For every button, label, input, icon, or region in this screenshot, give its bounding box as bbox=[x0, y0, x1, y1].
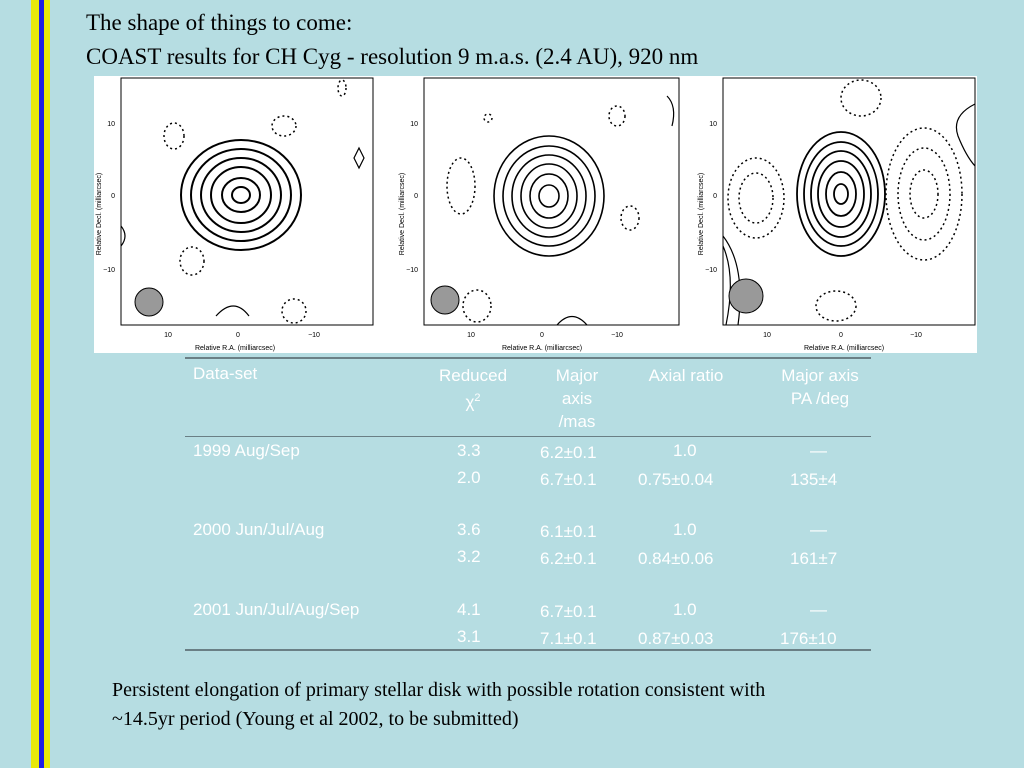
svg-text:0: 0 bbox=[839, 332, 843, 339]
table-cell-pa: — bbox=[810, 441, 827, 460]
svg-text:10: 10 bbox=[410, 121, 418, 128]
xlabel: Relative R.A. (milliarcsec) bbox=[502, 345, 582, 352]
table-header-rule bbox=[185, 436, 871, 437]
svg-text:10: 10 bbox=[164, 332, 172, 339]
note-line-1: Persistent elongation of primary stellar… bbox=[112, 679, 766, 701]
svg-text:10: 10 bbox=[709, 121, 717, 128]
svg-text:−10: −10 bbox=[308, 332, 320, 339]
table-cell-axial: 0.87±0.03 bbox=[638, 629, 714, 648]
svg-text:10: 10 bbox=[763, 332, 771, 339]
svg-text:0: 0 bbox=[713, 193, 717, 200]
svg-text:−10: −10 bbox=[910, 332, 922, 339]
table-cell-axial: 1.0 bbox=[673, 441, 697, 460]
table-cell-chi2: 2.0 bbox=[457, 468, 481, 487]
svg-text:0: 0 bbox=[236, 332, 240, 339]
table-cell-major: 6.1±0.1 bbox=[540, 522, 597, 541]
table-cell-major: 6.2±0.1 bbox=[540, 443, 597, 462]
accent-stripe-yellow-left bbox=[31, 0, 39, 768]
svg-text:−10: −10 bbox=[406, 267, 418, 274]
accent-stripe-yellow-right bbox=[44, 0, 50, 768]
table-cell-chi2: 3.6 bbox=[457, 520, 481, 539]
xlabel: Relative R.A. (milliarcsec) bbox=[804, 345, 884, 352]
contour-map-2000: Relative Decl. (milliarcsec) Relative R.… bbox=[399, 77, 680, 352]
note-line-2: ~14.5yr period (Young et al 2002, to be … bbox=[112, 708, 519, 730]
table-cell-major: 7.1±0.1 bbox=[540, 629, 597, 648]
ylabel: Relative Decl. (milliarcsec) bbox=[698, 173, 705, 255]
ylabel: Relative Decl. (milliarcsec) bbox=[399, 173, 406, 255]
contour-maps: Relative Decl. (milliarcsec) Relative R.… bbox=[94, 76, 977, 353]
table-cell-major: 6.2±0.1 bbox=[540, 549, 597, 568]
table-cell-axial: 0.75±0.04 bbox=[638, 470, 714, 489]
svg-text:−10: −10 bbox=[705, 267, 717, 274]
dataset-2000: 2000 Jun/Jul/Aug bbox=[193, 520, 325, 539]
table-cell-major: 6.7±0.1 bbox=[540, 470, 597, 489]
table-cell-pa: — bbox=[810, 520, 827, 539]
svg-text:0: 0 bbox=[540, 332, 544, 339]
xlabel: Relative R.A. (milliarcsec) bbox=[195, 345, 275, 352]
svg-text:10: 10 bbox=[107, 121, 115, 128]
table-top-rule bbox=[185, 357, 871, 359]
slide-title: The shape of things to come: bbox=[86, 10, 353, 35]
results-table: Data-set Reduced χ2 Major axis /mas Axia… bbox=[185, 357, 871, 652]
header-reduced-chi2: Reduced χ2 bbox=[438, 366, 508, 412]
dataset-2001: 2001 Jun/Jul/Aug/Sep bbox=[193, 600, 360, 619]
header-axial-ratio: Axial ratio bbox=[648, 366, 724, 385]
slide-subtitle: COAST results for CH Cyg - resolution 9 … bbox=[86, 44, 699, 69]
table-cell-major: 6.7±0.1 bbox=[540, 602, 597, 621]
header-major-axis-pa: Major axis PA /deg bbox=[781, 366, 859, 408]
accent-stripe-blue bbox=[39, 0, 44, 768]
contour-map-2001: Relative Decl. (milliarcsec) Relative R.… bbox=[698, 77, 976, 352]
table-cell-chi2: 3.1 bbox=[457, 627, 481, 646]
dataset-1999: 1999 Aug/Sep bbox=[193, 441, 300, 460]
table-cell-chi2: 3.3 bbox=[457, 441, 481, 460]
table-cell-axial: 0.84±0.06 bbox=[638, 549, 714, 568]
svg-text:−10: −10 bbox=[611, 332, 623, 339]
table-cell-pa: — bbox=[810, 600, 827, 619]
contour-map-1999: Relative Decl. (milliarcsec) Relative R.… bbox=[96, 77, 374, 352]
svg-text:−10: −10 bbox=[103, 267, 115, 274]
svg-text:10: 10 bbox=[467, 332, 475, 339]
header-major-axis: Major axis /mas bbox=[555, 366, 599, 431]
table-cell-pa: 135±4 bbox=[790, 470, 838, 489]
table-cell-axial: 1.0 bbox=[673, 600, 697, 619]
ylabel: Relative Decl. (milliarcsec) bbox=[96, 173, 103, 255]
table-cell-chi2: 4.1 bbox=[457, 600, 481, 619]
table-cell-pa: 176±10 bbox=[780, 629, 837, 648]
table-cell-pa: 161±7 bbox=[790, 549, 838, 568]
table-cell-axial: 1.0 bbox=[673, 520, 697, 539]
header-dataset: Data-set bbox=[193, 364, 258, 383]
table-cell-chi2: 3.2 bbox=[457, 547, 481, 566]
table-bottom-rule bbox=[185, 649, 871, 651]
conclusion-note: Persistent elongation of primary stellar… bbox=[112, 676, 992, 734]
svg-text:0: 0 bbox=[414, 193, 418, 200]
svg-text:0: 0 bbox=[111, 193, 115, 200]
